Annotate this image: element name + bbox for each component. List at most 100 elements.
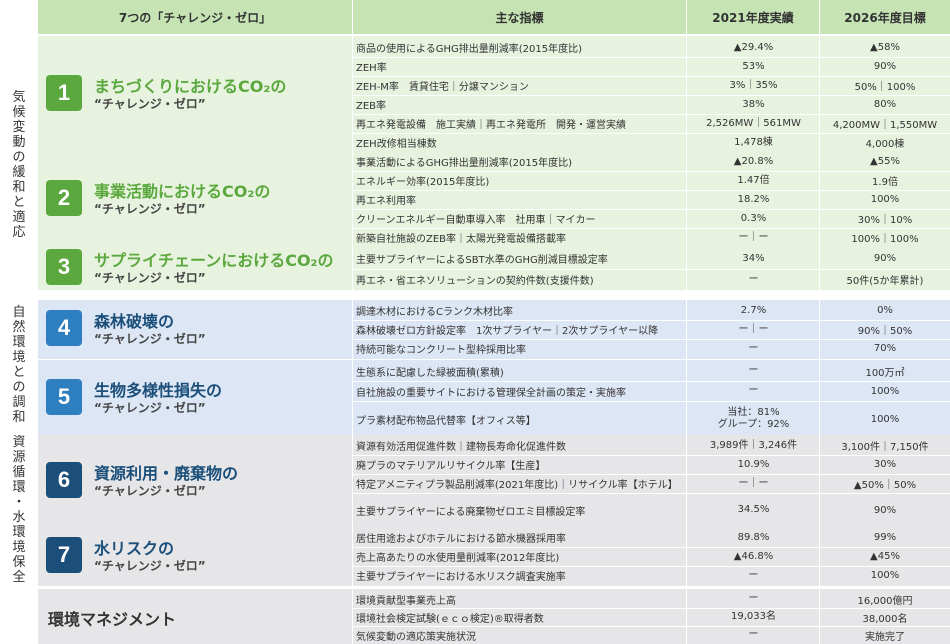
indicator-row: ZEH改修相当棟数 1,478棟 4,000棟	[353, 133, 950, 152]
indicator-row: エネルギー効率(2015年度比) 1.47倍 1.9倍	[353, 171, 950, 190]
challenge-title: 生物多様性損失の	[94, 381, 223, 400]
indicator-label: 自社施設の重要サイトにおける管理保全計画の策定・実施率	[356, 387, 626, 399]
indicator-row: ZEH率 53% 90%	[353, 57, 950, 76]
indicator-row: 商品の使用によるGHG排出量削減率(2015年度比) ▲29.4% ▲58%	[353, 38, 950, 57]
column-divider	[352, 435, 353, 528]
target-2026: 30%	[873, 459, 897, 470]
row-divider	[353, 493, 950, 494]
indicator-label: ZEH率	[356, 63, 387, 74]
target-2026: ▲58%	[870, 42, 900, 53]
challenge-number-badge: 4	[46, 309, 82, 346]
column-divider	[819, 36, 820, 154]
result-2021-line2: グループ：92%	[717, 419, 790, 430]
row-divider	[353, 566, 950, 567]
challenge-title: サプライチェーンにおけるCO₂の	[94, 251, 334, 270]
category-char: 環	[12, 525, 26, 540]
target-2026: 16,000億円	[857, 595, 913, 607]
category-char: 候	[12, 105, 26, 120]
target-2026: 90%	[873, 253, 897, 264]
row-divider	[353, 190, 950, 191]
column-divider	[352, 589, 353, 644]
target-2026: 90%	[873, 61, 897, 72]
indicator-label: 持続可能なコンクリート型枠採用比率	[356, 345, 526, 356]
challenge-number-badge: 6	[46, 461, 82, 498]
row-divider	[353, 76, 950, 77]
indicator-row: プラ素材配布物品代替率【オフィス等】 当社：81% グループ：92% 100%	[353, 401, 950, 437]
category-char: 変	[12, 120, 26, 135]
challenge-number-badge: 3	[46, 249, 82, 285]
row-divider	[353, 474, 950, 475]
challenge-number-badge: 1	[46, 75, 82, 111]
category-char: 環	[12, 480, 26, 495]
indicator-label: ZEH改修相当棟数	[356, 139, 437, 150]
result-2021: ー｜ー	[738, 323, 769, 335]
category-char: の	[12, 379, 26, 395]
target-2026: 100万㎡	[865, 367, 905, 379]
indicator-label: 森林破壊ゼロ方針設定率 1次サプライヤー｜2次サプライヤー以降	[356, 326, 659, 337]
group-background	[38, 589, 950, 644]
indicator-label: 資源有効活用促進件数｜建物長寿命化促進件数	[356, 442, 566, 453]
target-2026: 100%｜100%	[851, 234, 919, 245]
indicator-label: 再エネ・省エネソリューションの契約件数(支援件数)	[356, 276, 594, 287]
result-2021: ー	[748, 273, 759, 285]
target-2026: 100%	[870, 385, 900, 397]
challenge-subtitle: “チャレンジ・ゼロ”	[94, 401, 206, 415]
category-char: 気	[12, 90, 26, 105]
target-2026: 100%	[870, 413, 900, 425]
challenge-subtitle: “チャレンジ・ゼロ”	[94, 483, 206, 498]
target-2026: ▲50%｜50%	[853, 480, 917, 491]
indicator-label: 主要サプライヤーにおける水リスク調査実施率	[356, 572, 566, 583]
target-2026: 30%｜10%	[857, 215, 913, 226]
category-char: 和	[12, 409, 26, 425]
column-divider	[352, 300, 353, 359]
indicator-row: 調達木材におけるCランク木材比率 2.7% 0%	[353, 301, 950, 320]
column-divider	[819, 248, 820, 290]
result-2021: 10.9%	[737, 458, 770, 470]
result-2021: ー	[748, 342, 759, 354]
result-2021: 89.8%	[737, 531, 770, 543]
category-char: の	[12, 150, 26, 165]
row-divider	[353, 381, 950, 382]
challenge-group-6	[38, 435, 950, 528]
row-divider	[353, 228, 950, 229]
category-char: 環	[12, 334, 26, 350]
indicator-row: 環境社会検定試験(ｅｃｏ検定)®取得者数 19,033名 38,000名	[353, 608, 950, 626]
group-background	[38, 527, 950, 586]
column-divider	[819, 150, 820, 249]
indicator-row: 新築自社施設のZEB率｜太陽光発電設備搭載率 ー｜ー 100%｜100%	[353, 228, 950, 247]
table-header: 7つの「チャレンジ・ゼロ」 主な指標 2021年度実績 2026年度目標	[0, 0, 950, 34]
indicator-row: ZEB率 38% 80%	[353, 95, 950, 114]
result-2021: 18.2%	[737, 193, 770, 205]
column-divider	[686, 435, 687, 528]
challenge-subtitle: “チャレンジ・ゼロ”	[94, 97, 206, 111]
target-2026: 90%｜50%	[857, 326, 913, 337]
indicator-row: 廃プラのマテリアルリサイクル率【生産】 10.9% 30%	[353, 455, 950, 474]
column-divider	[686, 36, 687, 154]
target-2026: 70%	[873, 343, 897, 354]
result-2021: 1,478棟	[734, 136, 773, 148]
indicator-label: クリーンエネルギー自動車導入率 社用車｜マイカー	[356, 215, 596, 226]
challenge-number-badge: 7	[46, 536, 82, 573]
category-label: 資源循環・水環境保全	[0, 435, 38, 585]
category-char: 自	[12, 304, 26, 320]
target-2026: 99%	[873, 532, 897, 543]
indicator-label: 調達木材におけるCランク木材比率	[356, 307, 513, 318]
column-divider	[352, 248, 353, 290]
result-2021: 19,033名	[731, 611, 776, 622]
challenge-subtitle: “チャレンジ・ゼロ”	[94, 558, 206, 573]
target-2026: 100%	[870, 194, 900, 205]
category-char: 境	[12, 540, 26, 555]
row-divider	[353, 133, 950, 134]
indicator-row: 主要サプライヤーにおける水リスク調査実施率 ー 100%	[353, 566, 950, 585]
indicator-row: 再エネ発電設備 施工実績｜再エネ発電所 開発・運営実績 2,526MW｜561MW…	[353, 114, 950, 133]
result-2021: ー	[748, 569, 759, 581]
category-label: 気候変動の緩和と適応	[0, 36, 38, 294]
indicator-label: 廃プラのマテリアルリサイクル率【生産】	[356, 461, 546, 472]
indicator-label: 再エネ発電設備 施工実績｜再エネ発電所 開発・運営実績	[356, 120, 626, 131]
challenge-number-badge: 5	[46, 379, 82, 415]
column-divider	[819, 435, 820, 528]
indicator-row: 特定アメニティプラ製品削減率(2021年度比)｜リサイクル率【ホテル】 ー｜ー ▲5…	[353, 474, 950, 493]
column-divider	[352, 36, 353, 154]
challenge-group-2	[38, 150, 950, 249]
